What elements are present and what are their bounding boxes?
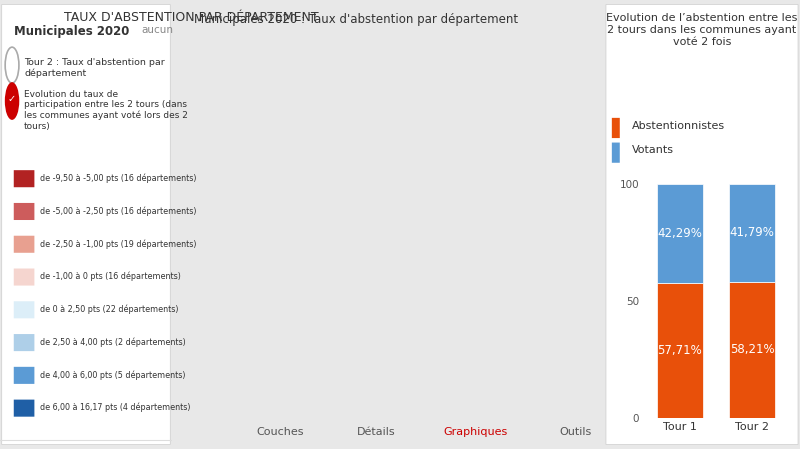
Text: Tour 2 : Taux d'abstention par
département: Tour 2 : Taux d'abstention par départeme… [24, 58, 165, 79]
FancyBboxPatch shape [2, 4, 170, 445]
Text: de 4,00 à 6,00 pts (5 départements): de 4,00 à 6,00 pts (5 départements) [39, 370, 185, 380]
Circle shape [5, 82, 19, 120]
FancyBboxPatch shape [14, 334, 34, 351]
Text: Graphiques: Graphiques [444, 427, 508, 437]
Text: de -5,00 à -2,50 pts (16 départements): de -5,00 à -2,50 pts (16 départements) [39, 206, 196, 216]
Text: Evolution du taux de
participation entre les 2 tours (dans
les communes ayant vo: Evolution du taux de participation entre… [24, 90, 188, 131]
Bar [657, 184, 703, 283]
FancyBboxPatch shape [612, 118, 620, 138]
Text: Municipales 2020 : Taux d'abstention par département: Municipales 2020 : Taux d'abstention par… [194, 13, 518, 26]
Text: Couches: Couches [256, 427, 304, 437]
Text: TAUX D'ABSTENTION PAR DÉPARTEMENT: TAUX D'ABSTENTION PAR DÉPARTEMENT [64, 12, 318, 24]
FancyBboxPatch shape [14, 367, 34, 384]
Text: ✓: ✓ [8, 94, 16, 104]
FancyBboxPatch shape [14, 301, 34, 318]
Text: 42,29%: 42,29% [658, 227, 702, 240]
Text: aucun: aucun [141, 25, 173, 35]
Text: 57,71%: 57,71% [658, 343, 702, 357]
Text: de 2,50 à 4,00 pts (2 départements): de 2,50 à 4,00 pts (2 départements) [39, 337, 186, 347]
Bar [657, 283, 703, 418]
FancyBboxPatch shape [14, 203, 34, 220]
Text: Evolution de l’abstention entre les
2 tours dans les communes ayant
voté 2 fois: Evolution de l’abstention entre les 2 to… [606, 13, 798, 47]
Text: de -9,50 à -5,00 pts (16 départements): de -9,50 à -5,00 pts (16 départements) [39, 173, 196, 183]
FancyBboxPatch shape [14, 400, 34, 417]
FancyBboxPatch shape [14, 170, 34, 187]
Text: 41,79%: 41,79% [730, 226, 774, 239]
Text: Municipales 2020: Municipales 2020 [14, 25, 129, 38]
Text: de -2,50 à -1,00 pts (19 départements): de -2,50 à -1,00 pts (19 départements) [39, 239, 196, 249]
Text: de 6,00 à 16,17 pts (4 départements): de 6,00 à 16,17 pts (4 départements) [39, 403, 190, 413]
Text: Abstentionnistes: Abstentionnistes [631, 121, 725, 131]
FancyBboxPatch shape [606, 4, 798, 445]
FancyBboxPatch shape [14, 236, 34, 253]
Text: 58,21%: 58,21% [730, 343, 774, 356]
Text: Outils: Outils [560, 427, 592, 437]
Text: de 0 à 2,50 pts (22 départements): de 0 à 2,50 pts (22 départements) [39, 304, 178, 314]
Text: de -1,00 à 0 pts (16 départements): de -1,00 à 0 pts (16 départements) [39, 272, 181, 282]
Text: Détails: Détails [357, 427, 395, 437]
Bar [729, 282, 775, 418]
Text: Votants: Votants [631, 145, 674, 155]
Bar [729, 184, 775, 282]
FancyBboxPatch shape [612, 143, 620, 163]
FancyBboxPatch shape [14, 269, 34, 286]
